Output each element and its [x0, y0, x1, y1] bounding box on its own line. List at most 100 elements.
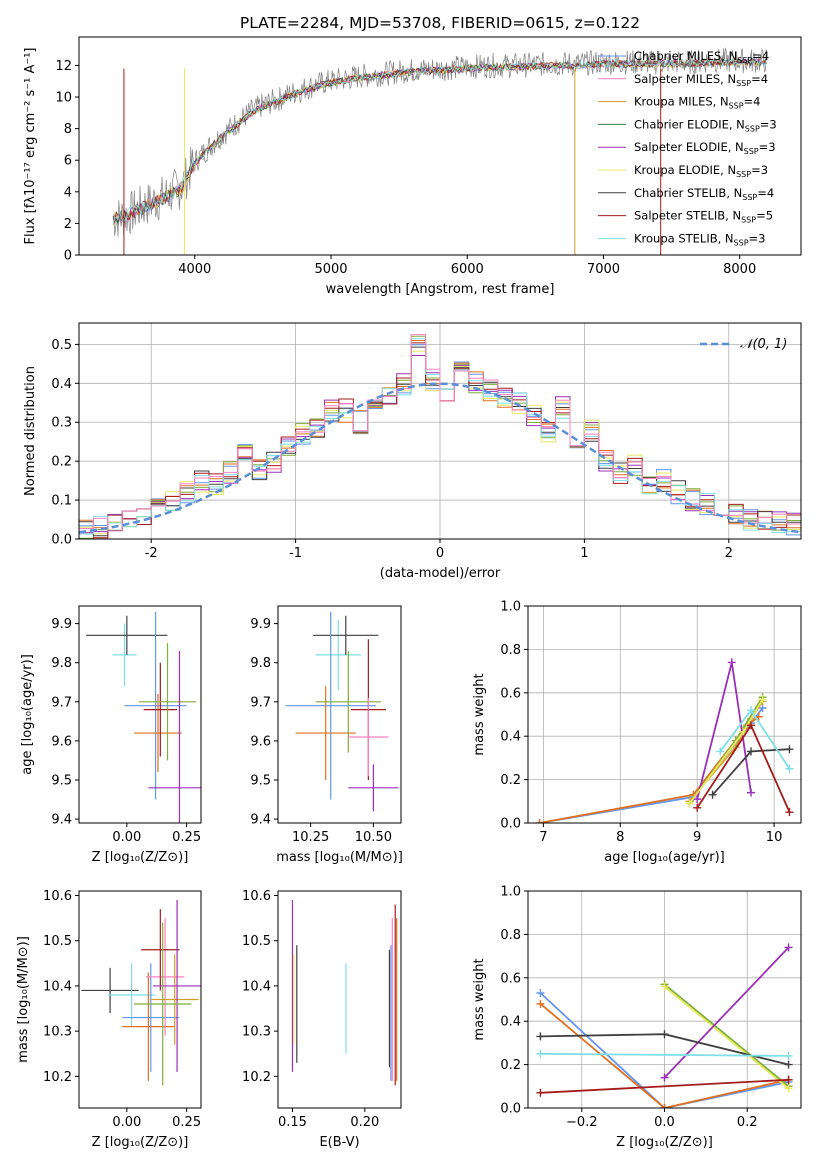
- weight-marker: [535, 819, 544, 823]
- model-spectrum-line: [113, 57, 767, 222]
- x-tick-label: 0.25: [172, 1115, 201, 1130]
- legend-subscript: SSP: [741, 216, 756, 225]
- chart-title: PLATE=2284, MJD=53708, FIBERID=0615, z=0…: [240, 14, 640, 32]
- legend-subscript: SSP: [742, 193, 757, 202]
- plot-area: [528, 606, 801, 823]
- x-tick-label: −0.2: [566, 1115, 598, 1130]
- legend-entry: Kroupa ELODIE, NSSP=3: [634, 163, 768, 179]
- y-axis-label: mass weight: [472, 673, 487, 755]
- y-tick-label: 9.6: [250, 734, 271, 749]
- weight-marker: [660, 1073, 669, 1082]
- legend-value: =4: [757, 186, 774, 200]
- weight-marker: [785, 745, 794, 754]
- y-tick-label: 12: [55, 59, 72, 74]
- x-axis-label: mass [log₁₀(M/M⊙)]: [276, 850, 403, 865]
- y-tick-label: 10.5: [242, 934, 271, 949]
- weight-marker: [747, 747, 756, 756]
- y-tick-label: 0.3: [51, 416, 72, 431]
- histogram-step: [79, 334, 801, 539]
- y-tick-label: 9.4: [250, 813, 271, 828]
- legend-value: =4: [752, 49, 769, 63]
- weight-line: [663, 983, 790, 1087]
- x-tick-label: 0.00: [112, 1115, 141, 1130]
- legend-value: =4: [744, 95, 761, 109]
- y-tick-label: 9.8: [250, 656, 271, 671]
- legend-entry: Chabrier MILES, NSSP=4: [634, 49, 769, 65]
- weight-marker: [693, 803, 702, 812]
- legend-subscript: SSP: [736, 79, 751, 88]
- weight-line: [696, 723, 791, 813]
- x-tick-label: 1: [580, 546, 588, 561]
- y-tick-label: 10.3: [242, 1025, 271, 1040]
- y-tick-label: 4: [64, 185, 72, 200]
- legend-entry: Chabrier STELIB, NSSP=4: [634, 186, 774, 202]
- x-tick-label: 4000: [178, 262, 211, 277]
- legend-entry: 𝒩(0, 1): [740, 337, 787, 352]
- weight-marker: [708, 790, 717, 799]
- y-tick-label: 1.0: [500, 600, 521, 615]
- x-tick-label: 0.20: [350, 1115, 379, 1130]
- weight-line: [663, 946, 790, 1079]
- legend-entry: Salpeter ELODIE, NSSP=3: [634, 140, 776, 156]
- y-tick-label: 6: [64, 154, 72, 169]
- x-tick-label: 9: [693, 830, 701, 845]
- legend-subscript: SSP: [744, 147, 759, 156]
- weight-marker: [784, 1084, 793, 1093]
- y-axis-label: Normed distribution: [23, 366, 38, 496]
- y-tick-label: 0.5: [51, 338, 72, 353]
- y-axis-label: mass weight: [472, 958, 487, 1040]
- axes-frame: [78, 890, 202, 1109]
- y-tick-label: 9.7: [51, 695, 72, 710]
- legend-entry: Kroupa MILES, NSSP=4: [634, 95, 760, 111]
- y-tick-label: 0.2: [500, 1058, 521, 1073]
- x-tick-label: 0.2: [737, 1115, 758, 1130]
- y-tick-label: 0.2: [51, 455, 72, 470]
- weight-marker: [660, 1030, 669, 1039]
- legend-subscript: SSP: [736, 170, 751, 179]
- weight-line: [540, 1078, 789, 1094]
- legend-entry: Kroupa STELIB, NSSP=3: [634, 231, 765, 247]
- weight-line: [539, 715, 760, 823]
- x-axis-label: (data-model)/error: [380, 566, 501, 581]
- plot-area: [81, 900, 201, 1086]
- x-tick-label: 6000: [451, 262, 484, 277]
- y-tick-label: 9.5: [51, 773, 72, 788]
- y-tick-label: 2: [64, 217, 72, 232]
- y-tick-label: 0.4: [500, 1015, 521, 1030]
- y-tick-label: 9.6: [51, 734, 72, 749]
- weight-marker: [747, 706, 756, 715]
- y-tick-label: 0.0: [500, 1102, 521, 1117]
- y-tick-label: 10.5: [43, 934, 72, 949]
- axes-frame: [527, 605, 802, 824]
- legend-subscript: SSP: [729, 102, 744, 111]
- x-axis-label: Z [log₁₀(Z/Z⊙)]: [616, 1135, 713, 1150]
- y-tick-label: 0.1: [51, 494, 72, 509]
- y-tick-label: 0.2: [500, 773, 521, 788]
- legend-subscript: SSP: [737, 56, 752, 65]
- axes-frame: [78, 605, 202, 824]
- weight-marker: [716, 747, 725, 756]
- weight-line: [539, 1003, 789, 1108]
- y-tick-label: 10.6: [43, 889, 72, 904]
- x-axis-label: wavelength [Angstrom, rest frame]: [326, 282, 555, 297]
- x-axis-label: Z [log₁₀(Z/Z⊙)]: [92, 850, 189, 865]
- x-tick-label: 10: [766, 830, 783, 845]
- y-tick-label: 10.6: [242, 889, 271, 904]
- plot-area: [291, 900, 398, 1086]
- weight-marker: [784, 943, 793, 952]
- legend-value: =5: [756, 209, 773, 223]
- legend-subscript: SSP: [734, 238, 749, 247]
- x-tick-label: -2: [145, 546, 158, 561]
- y-tick-label: 9.4: [51, 813, 72, 828]
- y-axis-label: mass [log₁₀(M/M⊙)]: [16, 936, 31, 1063]
- legend-entry: Chabrier ELODIE, NSSP=3: [634, 117, 777, 133]
- x-tick-label: 8000: [723, 262, 756, 277]
- y-tick-label: 0.6: [500, 971, 521, 986]
- y-tick-label: 0.8: [500, 928, 521, 943]
- weight-marker: [784, 1060, 793, 1069]
- y-tick-label: 0.0: [51, 533, 72, 548]
- legend-subscript: SSP: [745, 124, 760, 133]
- y-tick-label: 0.4: [51, 377, 72, 392]
- weight-line: [539, 992, 789, 1108]
